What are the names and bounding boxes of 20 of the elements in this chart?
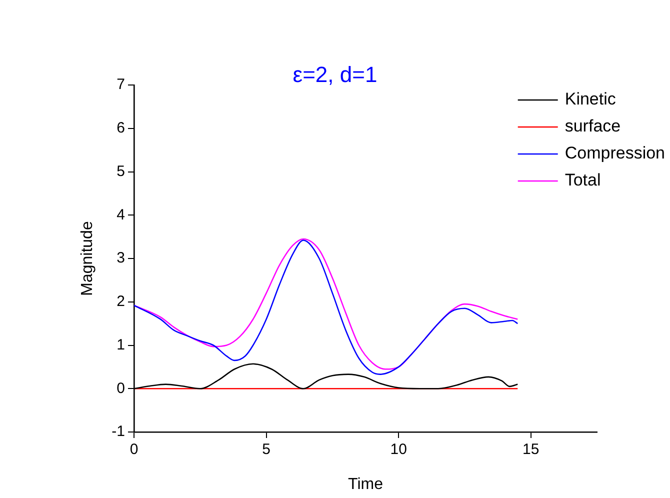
y-tick-label: 6 <box>116 120 125 137</box>
y-tick-label: 7 <box>116 76 125 94</box>
x-tick-label: 5 <box>262 441 270 458</box>
y-tick-label: 3 <box>116 250 125 267</box>
x-tick-label: 10 <box>390 441 407 458</box>
legend-label: surface <box>564 116 621 136</box>
legend-label: Total <box>564 170 601 190</box>
y-tick-label: 1 <box>116 336 125 354</box>
y-tick-label: 0 <box>116 380 125 397</box>
legend-label: Compression <box>564 144 666 163</box>
x-tick-label: 15 <box>522 441 540 458</box>
legend-label: Kinetic <box>564 90 616 109</box>
y-tick-label: -1 <box>112 423 125 440</box>
x-axis-title: Time <box>348 476 384 493</box>
y-tick-label: 4 <box>116 206 125 224</box>
x-tick-label: 0 <box>130 441 138 458</box>
y-axis-title: Magnitude <box>79 221 96 296</box>
y-tick-label: 5 <box>116 162 125 180</box>
y-tick-label: 2 <box>116 293 125 310</box>
chart-title: ε=2, d=1 <box>292 62 378 88</box>
